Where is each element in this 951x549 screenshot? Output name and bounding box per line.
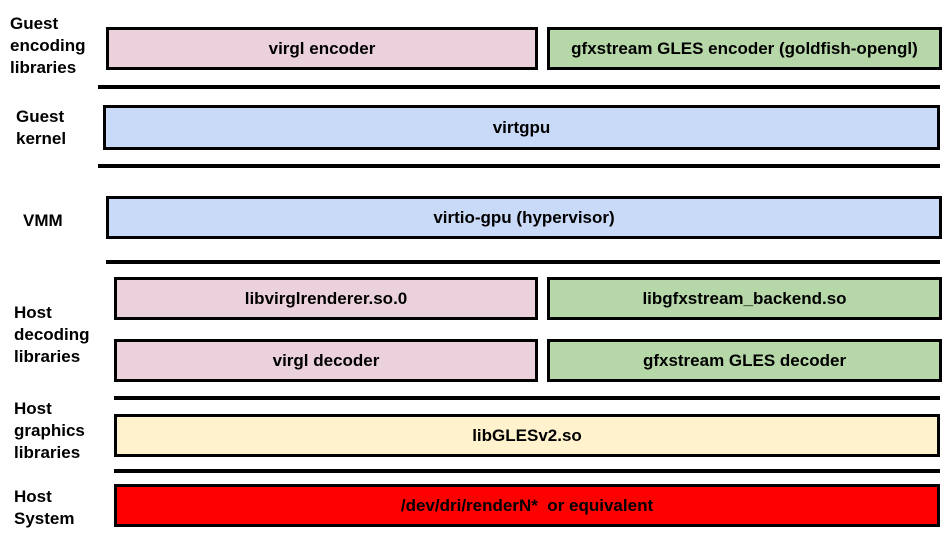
- libgfxstream-backend-box: libgfxstream_backend.so: [547, 277, 942, 320]
- layer-divider: [106, 260, 940, 264]
- virtio-gpu-box: virtio-gpu (hypervisor): [106, 196, 942, 239]
- layer-divider: [98, 85, 940, 89]
- gfxstream-encoder-box: gfxstream GLES encoder (goldfish-opengl): [547, 27, 942, 70]
- render-node-box: /dev/dri/renderN* or equivalent: [114, 484, 940, 527]
- libgles-box: libGLESv2.so: [114, 414, 940, 457]
- virgl-encoder-box: virgl encoder: [106, 27, 538, 70]
- virgl-decoder-box: virgl decoder: [114, 339, 538, 382]
- layer-label-host-graphics: Host graphics libraries: [14, 399, 85, 462]
- gfxstream-decoder-box: gfxstream GLES decoder: [547, 339, 942, 382]
- virtgpu-box: virtgpu: [103, 105, 940, 150]
- layer-label-guest-encoding: Guest encoding libraries: [10, 14, 86, 77]
- layer-label-host-system: Host System: [14, 487, 75, 528]
- layer-divider: [114, 396, 940, 400]
- layer-label-host-decoding: Host decoding libraries: [14, 303, 90, 366]
- libvirglrenderer-box: libvirglrenderer.so.0: [114, 277, 538, 320]
- layer-label-vmm: VMM: [23, 211, 63, 230]
- layer-divider: [114, 469, 940, 473]
- layer-label-guest-kernel: Guest kernel: [16, 107, 67, 148]
- layer-divider: [98, 164, 940, 168]
